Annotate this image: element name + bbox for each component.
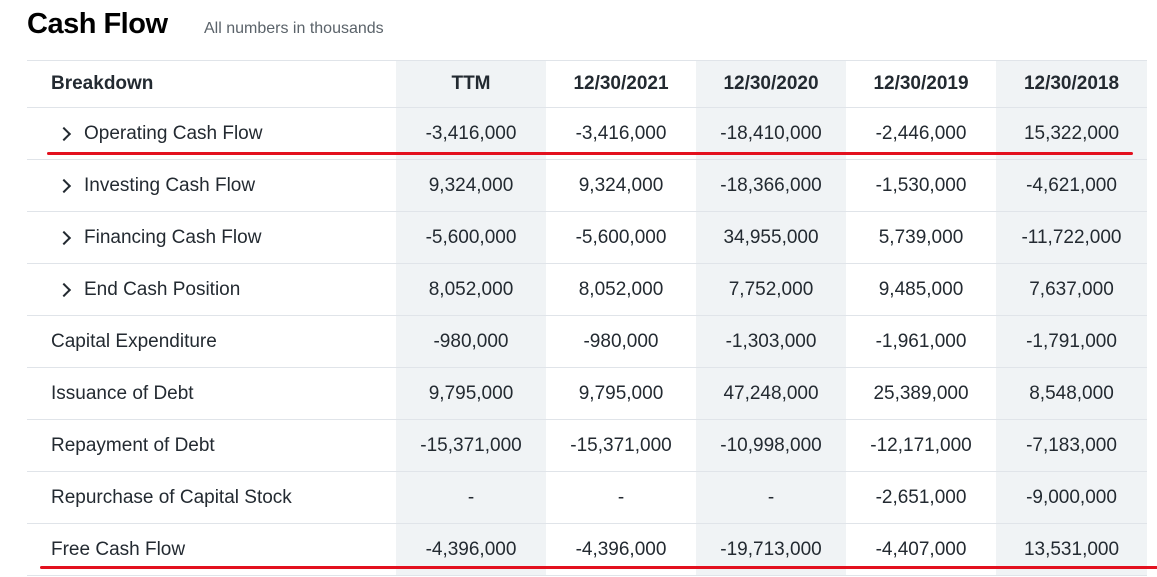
table-cell: -7,183,000	[996, 420, 1147, 471]
column-header-2018: 12/30/2018	[996, 61, 1147, 107]
page-title: Cash Flow	[27, 8, 168, 40]
cash-flow-table: Breakdown TTM 12/30/2021 12/30/2020 12/3…	[27, 60, 1147, 576]
section-header: Cash Flow All numbers in thousands	[27, 4, 1147, 54]
table-cell: -5,600,000	[546, 212, 696, 263]
table-cell: -3,416,000	[546, 108, 696, 159]
table-cell: -	[546, 472, 696, 523]
table-cell: -15,371,000	[546, 420, 696, 471]
table-cell: 7,637,000	[996, 264, 1147, 315]
table-cell: -11,722,000	[996, 212, 1147, 263]
highlight-underline-operating-cash-flow	[47, 152, 1133, 155]
highlight-underline-free-cash-flow	[40, 566, 1157, 569]
table-row-repurchase-of-capital-stock: Repurchase of Capital Stock - - - -2,651…	[27, 472, 1147, 524]
table-cell: -5,600,000	[396, 212, 546, 263]
table-cell: 9,795,000	[396, 368, 546, 419]
chevron-right-icon[interactable]	[56, 178, 72, 193]
table-cell: -1,791,000	[996, 316, 1147, 367]
units-note: All numbers in thousands	[204, 20, 384, 37]
table-row-financing-cash-flow[interactable]: Financing Cash Flow -5,600,000 -5,600,00…	[27, 212, 1147, 264]
table-cell: -18,410,000	[696, 108, 846, 159]
table-cell: 9,795,000	[546, 368, 696, 419]
table-cell: -980,000	[546, 316, 696, 367]
row-label-repayment-of-debt: Repayment of Debt	[27, 420, 396, 471]
chevron-right-icon[interactable]	[56, 282, 72, 297]
row-label-text: Investing Cash Flow	[84, 174, 256, 196]
row-label-end-cash-position[interactable]: End Cash Position	[27, 264, 396, 315]
table-cell: -9,000,000	[996, 472, 1147, 523]
column-header-ttm: TTM	[396, 61, 546, 107]
table-cell: 8,052,000	[546, 264, 696, 315]
table-cell: 9,485,000	[846, 264, 996, 315]
chevron-right-icon[interactable]	[56, 230, 72, 245]
table-row-repayment-of-debt: Repayment of Debt -15,371,000 -15,371,00…	[27, 420, 1147, 472]
table-row-operating-cash-flow[interactable]: Operating Cash Flow -3,416,000 -3,416,00…	[27, 108, 1147, 160]
table-cell: -1,303,000	[696, 316, 846, 367]
column-header-2021: 12/30/2021	[546, 61, 696, 107]
column-header-2019: 12/30/2019	[846, 61, 996, 107]
table-cell: 8,052,000	[396, 264, 546, 315]
table-cell: -15,371,000	[396, 420, 546, 471]
table-cell: 34,955,000	[696, 212, 846, 263]
row-label-text: End Cash Position	[84, 278, 241, 300]
row-label-investing-cash-flow[interactable]: Investing Cash Flow	[27, 160, 396, 211]
table-row-investing-cash-flow[interactable]: Investing Cash Flow 9,324,000 9,324,000 …	[27, 160, 1147, 212]
table-cell: 5,739,000	[846, 212, 996, 263]
table-row-end-cash-position[interactable]: End Cash Position 8,052,000 8,052,000 7,…	[27, 264, 1147, 316]
table-cell: -980,000	[396, 316, 546, 367]
table-cell: 7,752,000	[696, 264, 846, 315]
column-header-breakdown: Breakdown	[27, 61, 396, 107]
table-cell: -3,416,000	[396, 108, 546, 159]
table-cell: 9,324,000	[396, 160, 546, 211]
table-cell: -2,446,000	[846, 108, 996, 159]
table-row-issuance-of-debt: Issuance of Debt 9,795,000 9,795,000 47,…	[27, 368, 1147, 420]
row-label-text: Operating Cash Flow	[84, 122, 263, 144]
table-cell: -1,961,000	[846, 316, 996, 367]
row-label-issuance-of-debt: Issuance of Debt	[27, 368, 396, 419]
table-cell: 8,548,000	[996, 368, 1147, 419]
table-cell: 9,324,000	[546, 160, 696, 211]
table-row-capital-expenditure: Capital Expenditure -980,000 -980,000 -1…	[27, 316, 1147, 368]
chevron-right-icon[interactable]	[56, 126, 72, 141]
column-header-2020: 12/30/2020	[696, 61, 846, 107]
table-cell: -	[696, 472, 846, 523]
table-cell: -10,998,000	[696, 420, 846, 471]
table-cell: -4,621,000	[996, 160, 1147, 211]
table-cell: -12,171,000	[846, 420, 996, 471]
row-label-financing-cash-flow[interactable]: Financing Cash Flow	[27, 212, 396, 263]
table-cell: 47,248,000	[696, 368, 846, 419]
table-cell: -4,396,000	[396, 524, 546, 575]
row-label-repurchase-of-capital-stock: Repurchase of Capital Stock	[27, 472, 396, 523]
table-header-row: Breakdown TTM 12/30/2021 12/30/2020 12/3…	[27, 61, 1147, 108]
table-cell: 15,322,000	[996, 108, 1147, 159]
table-cell: -	[396, 472, 546, 523]
row-label-text: Financing Cash Flow	[84, 226, 262, 248]
row-label-operating-cash-flow[interactable]: Operating Cash Flow	[27, 108, 396, 159]
table-cell: -1,530,000	[846, 160, 996, 211]
table-cell: 25,389,000	[846, 368, 996, 419]
table-cell: -18,366,000	[696, 160, 846, 211]
table-cell: -2,651,000	[846, 472, 996, 523]
row-label-capital-expenditure: Capital Expenditure	[27, 316, 396, 367]
